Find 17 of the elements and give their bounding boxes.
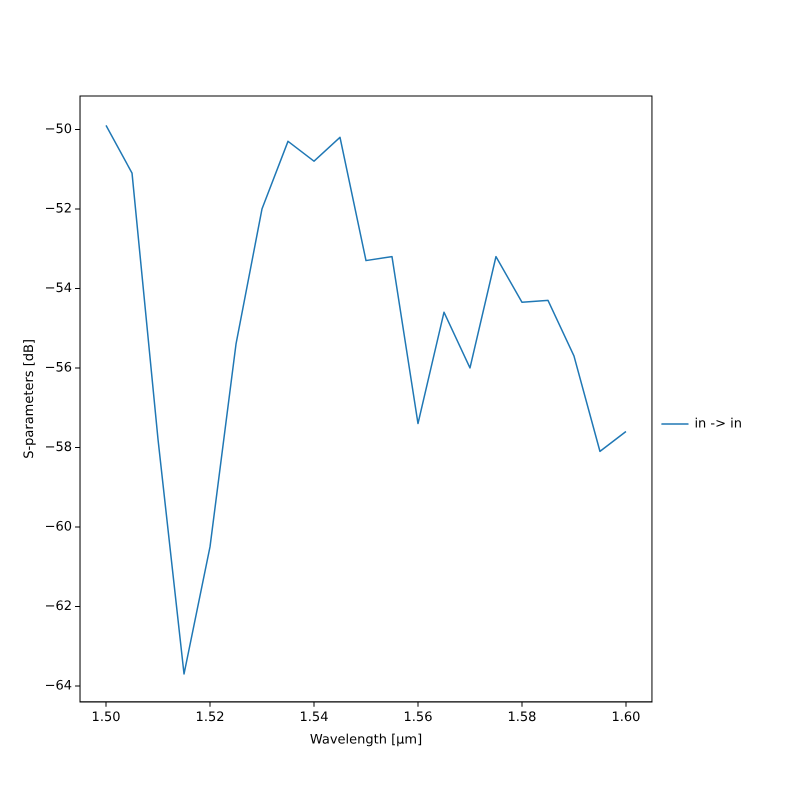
y-tick-label: −58 xyxy=(44,440,72,455)
y-tick-label: −52 xyxy=(44,201,72,216)
y-tick-label: −64 xyxy=(44,678,72,694)
x-tick-label: 1.54 xyxy=(300,710,328,725)
x-tick-label: 1.50 xyxy=(92,710,121,725)
x-tick-label: 1.52 xyxy=(196,710,224,725)
x-tick-label: 1.58 xyxy=(507,710,536,725)
legend-label: in -> in xyxy=(694,416,742,432)
x-axis-title: Wavelength [μm] xyxy=(310,732,422,748)
y-tick-label: −54 xyxy=(44,280,72,296)
y-tick-label: −56 xyxy=(44,360,72,376)
y-axis-title: S-parameters [dB] xyxy=(22,339,38,459)
x-tick-label: 1.60 xyxy=(611,710,640,725)
y-tick-label: −50 xyxy=(44,122,72,137)
y-tick-label: −60 xyxy=(44,519,72,534)
x-tick-label: 1.56 xyxy=(404,710,432,725)
y-tick-label: −62 xyxy=(44,598,72,614)
